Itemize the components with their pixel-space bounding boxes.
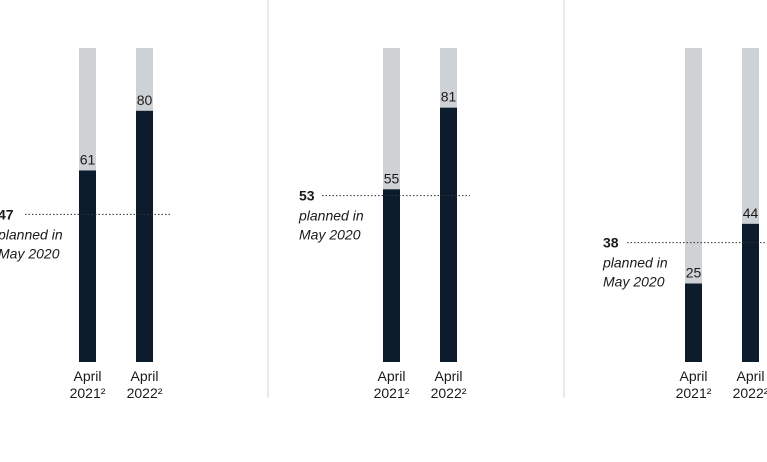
bar — [383, 189, 400, 362]
bar-value-label: 55 — [384, 170, 400, 186]
category-tick-label: 2022² — [431, 385, 467, 401]
reference-note: planned in — [0, 226, 63, 242]
bar-value-label: 25 — [686, 265, 702, 281]
category-tick-label: April — [73, 368, 101, 384]
bar — [440, 107, 457, 362]
reference-note: May 2020 — [299, 227, 361, 243]
category-tick-label: April — [130, 368, 158, 384]
category-tick-label: 2021² — [374, 385, 410, 401]
bar-value-label: 80 — [137, 92, 153, 108]
bar — [742, 223, 759, 362]
bar — [136, 110, 153, 362]
bar-value-label: 61 — [80, 151, 96, 167]
category-tick-label: 2022² — [733, 385, 767, 401]
reference-note: May 2020 — [0, 245, 60, 261]
bar — [79, 170, 96, 362]
bar-value-label: 81 — [441, 89, 457, 105]
reference-value-label: 47 — [0, 206, 14, 222]
category-tick-label: 2021² — [676, 385, 712, 401]
reference-value-label: 53 — [299, 188, 315, 204]
category-tick-label: 2022² — [127, 385, 163, 401]
category-tick-label: April — [679, 368, 707, 384]
reference-note: planned in — [602, 255, 668, 271]
reference-note: planned in — [298, 208, 364, 224]
category-tick-label: April — [736, 368, 764, 384]
category-tick-label: April — [434, 368, 462, 384]
bar-value-label: 44 — [743, 205, 759, 221]
bar — [685, 283, 702, 362]
category-tick-label: 2021² — [70, 385, 106, 401]
category-tick-label: April — [377, 368, 405, 384]
reference-note: May 2020 — [603, 274, 665, 290]
reference-value-label: 38 — [603, 235, 619, 251]
